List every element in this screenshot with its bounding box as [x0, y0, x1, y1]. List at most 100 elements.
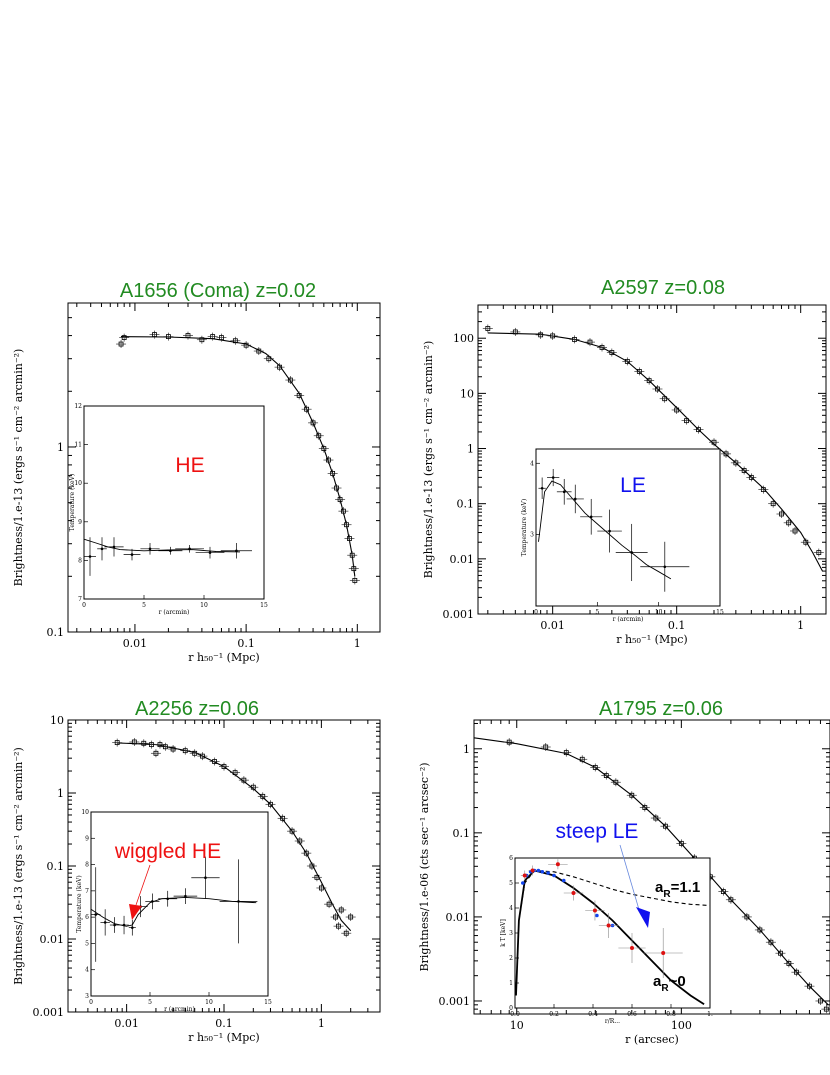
data-point	[506, 739, 512, 745]
chart-panel-2: A2597 z=0.080.01 0.1 10.0010.010.1110100r …	[422, 277, 827, 646]
data-point	[352, 578, 358, 583]
data-point	[310, 420, 316, 426]
inset-data-point	[94, 913, 98, 916]
inset-blue-point	[521, 881, 525, 885]
data-point	[579, 756, 585, 762]
x-axis-label: r h₅₀⁻¹ (Mpc)	[616, 633, 687, 646]
data-point	[348, 914, 354, 920]
inset-red-point	[630, 946, 634, 950]
data-point	[794, 969, 799, 975]
inset-red-point	[522, 873, 527, 878]
data-point	[212, 759, 217, 764]
inset-y-tick-label: 3	[530, 532, 534, 539]
data-point	[199, 337, 205, 343]
inset-data-point	[148, 547, 152, 551]
data-point	[289, 828, 295, 834]
model-curve	[120, 336, 356, 577]
data-point	[337, 497, 343, 502]
inset-y-label: k T [keV]	[500, 919, 507, 947]
x-tick-label: 10	[510, 1019, 524, 1032]
data-point	[152, 332, 157, 337]
data-point	[662, 823, 668, 829]
inset-model-curve	[83, 538, 241, 553]
inset-y-tick-label: 5	[509, 880, 513, 887]
data-point	[157, 742, 163, 748]
annotation-arrow-line	[135, 864, 151, 906]
data-point	[318, 885, 324, 891]
curve-label-a0-val: ~0	[669, 973, 686, 990]
data-point	[748, 474, 754, 480]
x-tick-label: 0.1	[668, 619, 686, 632]
inset-x-label: r (arcmin)	[613, 616, 644, 623]
inset-data-point	[562, 490, 566, 494]
inset-red-point	[661, 951, 666, 955]
chart-panel-3: A2256 z=0.06 0.01 0.1 1 0.001 0.01 0.1 1 10 r h₅₀…	[12, 698, 381, 1044]
inset-blue-point	[595, 913, 599, 918]
inset-data-point	[130, 553, 134, 556]
inset-data-point	[540, 486, 544, 490]
annotation-arrow-head	[129, 904, 142, 920]
data-point	[538, 332, 544, 338]
y-tick-label: 0.1	[453, 827, 471, 840]
inset-frame	[514, 857, 711, 1009]
inset-x-tick-label: 5	[148, 999, 152, 1006]
data-point	[219, 335, 224, 341]
data-point	[182, 748, 188, 754]
inset-plot: 0 5 10 15 7 8 9 10 11 12 r (arcmin) Temperature (ke…	[69, 403, 268, 616]
inset-y-tick-label: 12	[74, 403, 82, 410]
inset-y-tick-label: 11	[74, 442, 82, 449]
inset-data-point	[100, 547, 104, 551]
inset-x-tick-label: 0	[82, 602, 86, 609]
data-point	[786, 520, 792, 526]
data-point	[330, 470, 336, 476]
inset-data-point	[151, 900, 154, 903]
data-point	[250, 784, 256, 790]
inset-y-tick-label: 3	[85, 993, 89, 1000]
data-point	[334, 485, 339, 491]
inset-x-tick-label: 10	[200, 602, 208, 609]
y-tick-label: 1	[463, 743, 470, 756]
data-point	[162, 744, 168, 750]
inset-data-point	[551, 476, 555, 479]
data-point	[316, 433, 322, 439]
inset-blue-point	[546, 871, 550, 875]
inset-y-tick-label: 9	[85, 835, 89, 842]
chart-title: A2597 z=0.08	[601, 277, 725, 299]
x-axis-label: r h₅₀⁻¹ (Mpc)	[188, 1031, 259, 1044]
data-point	[646, 378, 652, 384]
annotation-label: wiggled HE	[114, 840, 221, 863]
data-point	[636, 369, 642, 374]
inset-x-tick-label: 5	[142, 602, 146, 609]
inset-x-tick-label: 10	[205, 999, 213, 1006]
data-point	[118, 341, 124, 347]
inset-data-point	[208, 551, 212, 554]
data-point	[232, 770, 238, 776]
data-point	[304, 406, 310, 412]
inset-frame	[535, 448, 721, 607]
inset-data-point	[573, 497, 577, 501]
curve-label-a0-a: a	[653, 973, 662, 990]
inset-x-tick-label: 15	[264, 999, 272, 1006]
data-point	[629, 792, 635, 798]
data-point	[232, 338, 238, 344]
data-point	[185, 333, 191, 338]
y-tick-label: 10	[460, 387, 474, 400]
inset-data-point	[608, 529, 611, 533]
inset-y-tick-label: 3	[509, 930, 513, 937]
inset-x-tick-label: 0	[534, 609, 538, 616]
data-point	[243, 342, 249, 348]
y-tick-label: 0.001	[439, 995, 471, 1008]
model-curve	[117, 742, 352, 932]
y-tick-label: 0.1	[47, 626, 65, 639]
inset-blue-point	[540, 869, 545, 874]
x-axis-label: r h₅₀⁻¹ (Mpc)	[188, 651, 259, 664]
inset-data-point	[184, 894, 187, 898]
y-tick-label: 0.1	[47, 860, 65, 873]
data-point	[624, 358, 630, 364]
data-point	[268, 801, 273, 807]
inset-y-tick-label: 4	[509, 905, 513, 912]
data-point	[210, 334, 216, 339]
data-point	[674, 407, 680, 413]
inset-y-tick-label: 10	[81, 809, 89, 816]
data-point	[603, 773, 609, 778]
